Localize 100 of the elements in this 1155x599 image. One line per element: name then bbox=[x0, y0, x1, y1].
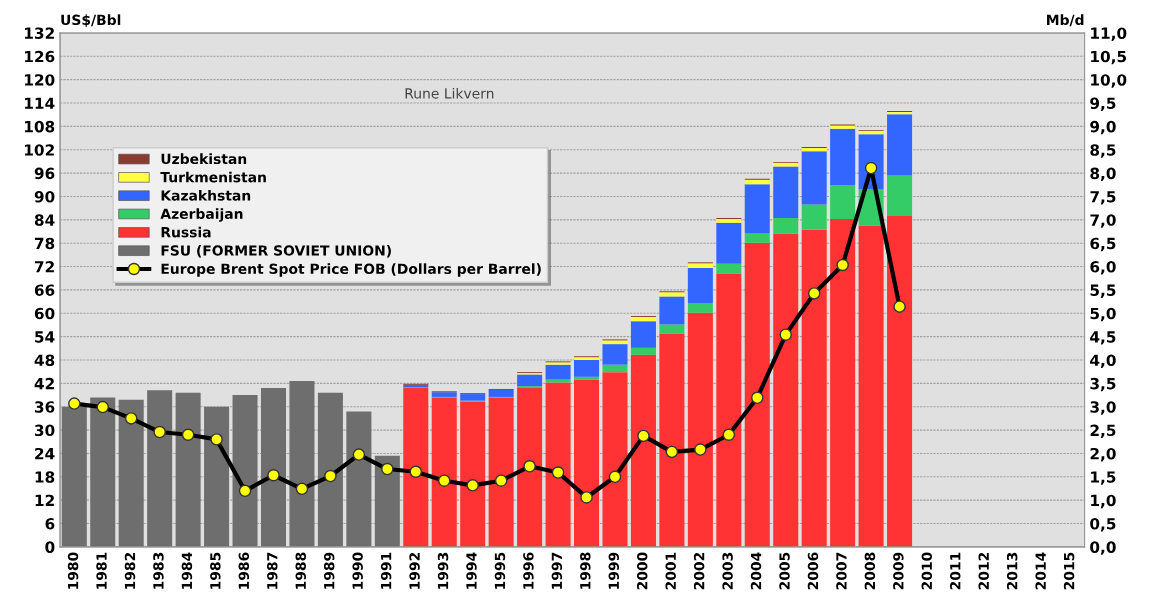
y2-tick-label: 8,0 bbox=[1090, 167, 1116, 182]
y2-tick-label: 1,5 bbox=[1091, 471, 1116, 485]
y2-tick-label: 8,5 bbox=[1090, 144, 1116, 158]
bar bbox=[830, 128, 856, 186]
bar bbox=[517, 374, 543, 387]
bar bbox=[687, 263, 713, 268]
bar bbox=[744, 242, 770, 547]
y-tick-label: 36 bbox=[34, 401, 55, 413]
bar bbox=[830, 218, 856, 547]
bar bbox=[602, 372, 628, 547]
x-tick-label: 1987 bbox=[267, 552, 278, 589]
bar bbox=[403, 388, 429, 547]
bar bbox=[289, 381, 315, 547]
x-tick-label: 1999 bbox=[608, 552, 620, 589]
x-tick-label: 1980 bbox=[67, 552, 79, 589]
bar bbox=[659, 324, 685, 334]
legend-label: Europe Brent Spot Price FOB (Dollars per Barrel) bbox=[161, 263, 541, 277]
bar bbox=[204, 406, 230, 547]
y-tick-label: 90 bbox=[34, 190, 55, 203]
x-tick-label: 2001 bbox=[665, 552, 676, 590]
x-tick-label: 1994 bbox=[466, 552, 477, 589]
y-tick-label: 126 bbox=[25, 50, 55, 63]
bar bbox=[374, 455, 400, 547]
x-tick-label: 1982 bbox=[124, 552, 136, 589]
y-tick-label: 108 bbox=[25, 120, 55, 133]
y2-axis-title: Mb/d bbox=[1047, 14, 1084, 27]
x-tick-label: 1995 bbox=[494, 552, 506, 589]
bar bbox=[602, 364, 628, 373]
y-tick-label: 54 bbox=[35, 331, 55, 343]
bar bbox=[858, 225, 884, 547]
bar bbox=[687, 312, 713, 547]
bar bbox=[574, 379, 600, 547]
bar bbox=[773, 217, 799, 234]
bar bbox=[317, 392, 343, 547]
bar bbox=[232, 395, 258, 547]
bar bbox=[630, 347, 656, 355]
y2-tick-label: 7,5 bbox=[1090, 191, 1116, 205]
x-tick-label: 2007 bbox=[836, 552, 847, 590]
bar bbox=[687, 303, 713, 313]
x-tick-label: 2010 bbox=[921, 552, 933, 590]
bar bbox=[716, 222, 742, 264]
bar bbox=[460, 401, 486, 547]
x-tick-label: 2004 bbox=[750, 552, 762, 590]
bar bbox=[61, 406, 87, 547]
bar bbox=[574, 360, 600, 377]
bar bbox=[460, 394, 486, 401]
y2-tick-label: 9,0 bbox=[1090, 120, 1116, 135]
y2-tick-label: 7,0 bbox=[1090, 214, 1116, 228]
bar bbox=[716, 273, 742, 547]
bar bbox=[716, 218, 742, 223]
bar bbox=[90, 397, 116, 547]
x-tick-label: 2014 bbox=[1035, 552, 1046, 590]
y2-tick-label: 3,5 bbox=[1090, 377, 1116, 392]
x-tick-label: 2012 bbox=[978, 552, 989, 590]
x-tick-label: 2006 bbox=[807, 552, 819, 590]
y-tick-label: 18 bbox=[35, 471, 55, 483]
y-tick-label: 78 bbox=[34, 237, 55, 250]
x-tick-label: 1983 bbox=[153, 552, 164, 589]
bar bbox=[118, 399, 144, 547]
x-tick-label: 1993 bbox=[437, 552, 449, 589]
bar bbox=[488, 389, 514, 397]
legend-label: Russia bbox=[161, 226, 211, 238]
y-axis-title: US$/Bbl bbox=[61, 14, 121, 27]
y2-tick-label: 4,5 bbox=[1090, 331, 1116, 345]
bar bbox=[830, 185, 856, 219]
y-tick-label: 24 bbox=[35, 447, 55, 460]
y-tick-label: 12 bbox=[35, 494, 54, 506]
bar bbox=[545, 364, 571, 380]
y2-tick-label: 5,0 bbox=[1090, 307, 1116, 322]
bar bbox=[687, 267, 713, 303]
y-tick-label: 48 bbox=[34, 354, 55, 367]
y-tick-label: 114 bbox=[25, 97, 55, 109]
bar bbox=[659, 292, 685, 297]
bar bbox=[773, 166, 799, 218]
y-tick-label: 42 bbox=[34, 377, 54, 390]
bar bbox=[716, 263, 742, 274]
x-tick-label: 2003 bbox=[722, 552, 733, 590]
x-tick-label: 1986 bbox=[238, 552, 250, 589]
bar bbox=[659, 333, 685, 547]
y-tick-label: 102 bbox=[25, 144, 54, 156]
y-tick-label: 6 bbox=[45, 518, 55, 530]
x-tick-label: 2015 bbox=[1063, 552, 1075, 590]
x-tick-label: 2013 bbox=[1006, 552, 1018, 590]
x-tick-label: 1985 bbox=[210, 552, 221, 589]
bar bbox=[801, 204, 827, 230]
y2-tick-label: 10,0 bbox=[1091, 74, 1127, 88]
y2-tick-label: 4,0 bbox=[1090, 354, 1116, 368]
bar bbox=[175, 392, 201, 547]
y2-tick-label: 1,0 bbox=[1091, 494, 1116, 509]
bar bbox=[659, 296, 685, 325]
bar bbox=[887, 175, 913, 217]
y-tick-label: 72 bbox=[34, 261, 54, 273]
legend-label: Kazakhstan bbox=[161, 189, 251, 201]
bar bbox=[801, 229, 827, 547]
bar bbox=[488, 397, 514, 547]
x-tick-label: 2005 bbox=[779, 552, 790, 590]
y2-tick-label: 10,5 bbox=[1091, 50, 1127, 65]
y-tick-label: 132 bbox=[25, 27, 54, 39]
y-tick-label: 30 bbox=[34, 424, 55, 437]
y2-tick-label: 6,5 bbox=[1090, 237, 1116, 252]
